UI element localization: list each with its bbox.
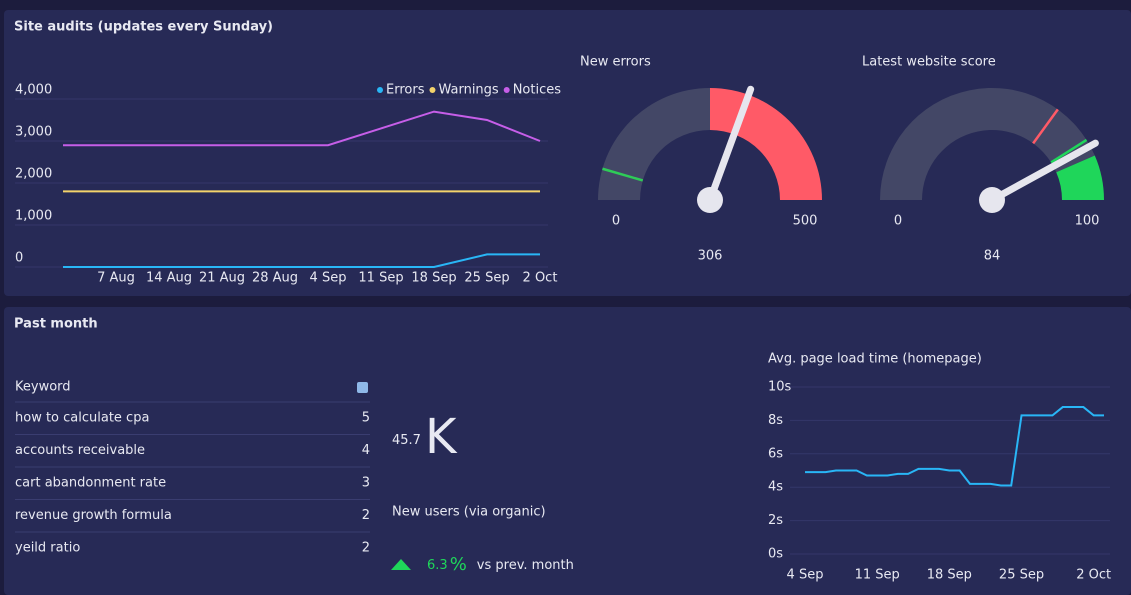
legend-swatch (377, 87, 383, 93)
y-tick-label: 2,000 (15, 167, 52, 182)
series-line (63, 110, 541, 147)
x-tick-label: 4 Sep (787, 568, 824, 583)
gauge-marker (1032, 108, 1059, 145)
y-tick-label: 1,000 (15, 209, 52, 224)
x-tick-label: 7 Aug (97, 271, 135, 286)
gauge-hub (697, 187, 723, 213)
y-tick-label: 4,000 (15, 83, 52, 98)
y-tick-label: 0s (768, 547, 783, 562)
kpi-label: New users (via organic) (392, 505, 546, 520)
sort-icon[interactable] (357, 382, 368, 393)
gauge-needle (706, 85, 755, 204)
y-tick-label: 2s (768, 513, 783, 528)
legend-label: Warnings (438, 83, 498, 98)
gauge-band (598, 88, 710, 200)
x-tick-label: 11 Sep (855, 568, 900, 583)
x-tick-label: 25 Sep (464, 271, 509, 286)
y-tick-label: 8s (768, 413, 783, 428)
y-tick-label: 4s (768, 480, 783, 495)
keyword-count: 2 (362, 508, 370, 523)
keyword-count: 4 (362, 443, 370, 458)
keyword: accounts receivable (15, 443, 145, 458)
legend-label: Notices (513, 83, 562, 98)
gauge-hub (979, 187, 1005, 213)
keyword-count: 5 (362, 411, 370, 426)
x-tick-label: 2 Oct (523, 271, 558, 286)
legend-swatch (429, 87, 436, 93)
panel-title: Past month (14, 317, 98, 332)
y-tick-label: 10s (768, 380, 792, 395)
keyword: cart abandonment rate (15, 476, 166, 491)
gauge-band (880, 87, 1095, 200)
panel-title: Site audits (updates every Sunday) (14, 20, 273, 35)
bottom-panel (4, 307, 1131, 595)
kpi-value: 45.7K (392, 409, 458, 465)
gauge-marker (1050, 138, 1088, 164)
legend-label: Errors (386, 83, 425, 98)
keyword: how to calculate cpa (15, 411, 149, 426)
keyword-count: 2 (362, 541, 370, 556)
x-tick-label: 25 Sep (999, 568, 1044, 583)
x-tick-label: 28 Aug (252, 271, 298, 286)
gauge-title: New errors (580, 55, 651, 70)
gauge-title: Latest website score (862, 55, 996, 70)
keyword: revenue growth formula (15, 508, 172, 523)
gauge-value: 306 (698, 249, 723, 264)
x-tick-label: 11 Sep (358, 271, 403, 286)
series-line (63, 253, 540, 268)
gauge-marker (602, 167, 644, 182)
gauge-max: 500 (793, 214, 818, 229)
keyword-count: 3 (362, 476, 370, 491)
table-header: Keyword (15, 380, 71, 395)
x-tick-label: 4 Sep (310, 271, 347, 286)
top-panel (4, 10, 1131, 296)
series-line (805, 406, 1104, 487)
keyword: yeild ratio (15, 541, 80, 556)
legend-swatch (503, 87, 510, 93)
y-tick-label: 0 (15, 251, 23, 266)
kpi-change: 6.3% vs prev. month (427, 554, 574, 575)
gauge-needle (988, 139, 1099, 204)
chart-title: Avg. page load time (homepage) (768, 352, 982, 367)
x-tick-label: 2 Oct (1076, 568, 1111, 583)
gauge-max: 100 (1075, 214, 1100, 229)
up-arrow (391, 559, 411, 570)
x-tick-label: 18 Sep (927, 568, 972, 583)
x-tick-label: 21 Aug (199, 271, 245, 286)
gauge-min: 0 (612, 214, 620, 229)
gauge-min: 0 (894, 214, 902, 229)
x-tick-label: 14 Aug (146, 271, 192, 286)
y-tick-label: 3,000 (15, 125, 52, 140)
gauge-value: 84 (984, 249, 1001, 264)
y-tick-label: 6s (768, 446, 783, 461)
gauge-band (1056, 155, 1104, 200)
x-tick-label: 18 Sep (411, 271, 456, 286)
